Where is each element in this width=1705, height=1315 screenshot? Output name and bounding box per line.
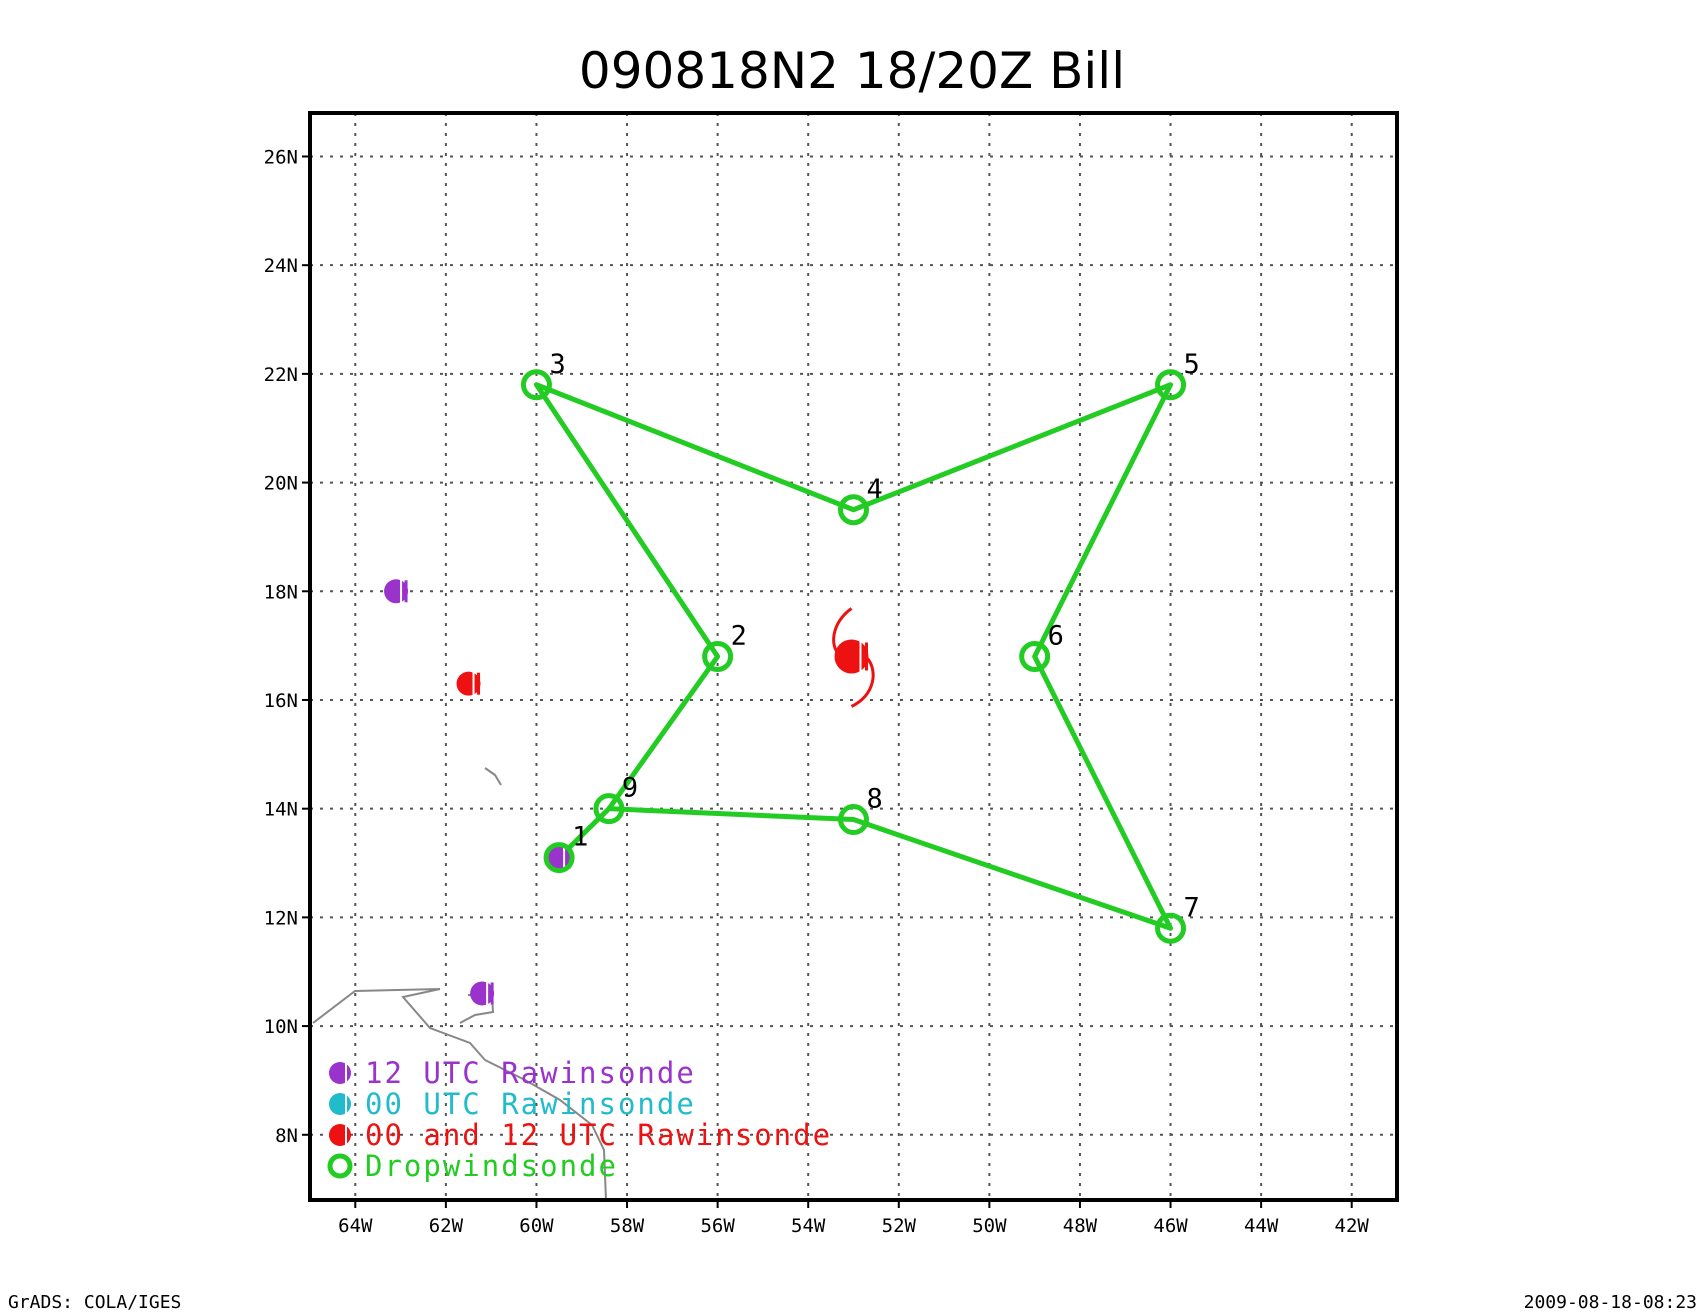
dropwindsonde-label: 2 [731, 621, 747, 652]
dropwindsonde-ring-icon [702, 641, 734, 672]
rawinsonde-dot-icon [329, 1093, 351, 1115]
dropwindsonde-label: 9 [622, 773, 638, 804]
tick-label-lat: 18N [264, 581, 298, 603]
flight-track-line [533, 382, 1174, 931]
dropwindsonde-label: 5 [1184, 349, 1200, 380]
dropwindsonde-marker: 1 [543, 822, 588, 874]
tick-label-lon: 60W [519, 1215, 554, 1237]
dropwindsonde-label: 8 [867, 784, 883, 815]
legend-label: Dropwindsonde [365, 1149, 618, 1183]
footer-right: 2009-08-18-08:23 [1524, 1292, 1697, 1313]
dropwindsonde-ring-icon [1155, 912, 1187, 944]
tick-label-lat: 8N [275, 1125, 298, 1147]
tick-label-lat: 10N [264, 1016, 298, 1038]
graticule [310, 113, 1397, 1200]
rawinsonde-marker [470, 980, 495, 1007]
tick-label-lon: 44W [1244, 1215, 1279, 1237]
dropwindsonde-ring-icon [1155, 369, 1187, 401]
tick-label-lon: 48W [1063, 1215, 1098, 1237]
dropwindsonde-ring-icon [327, 1153, 353, 1179]
coastline-barbados [484, 767, 502, 786]
tick-label-lat: 22N [264, 364, 298, 386]
dropwindsonde-markers: 1 2 3 4 5 6 7 8 9 [520, 349, 1200, 944]
legend-entry: 00 UTC Rawinsonde [329, 1087, 696, 1121]
rawinsonde-markers [384, 578, 572, 1007]
tick-label-lon: 56W [700, 1215, 735, 1237]
dropwindsonde-label: 4 [867, 474, 883, 505]
coastline-south-america [312, 988, 607, 1200]
tick-label-lon: 64W [338, 1215, 373, 1237]
tick-label-lon: 46W [1153, 1215, 1188, 1237]
legend-entry: 00 and 12 UTC Rawinsonde [329, 1118, 832, 1152]
hurricane-symbol-icon [832, 607, 875, 708]
dropwindsonde-ring-icon [1019, 641, 1051, 672]
rawinsonde-dot-icon [329, 1062, 351, 1084]
tick-label-lon: 62W [429, 1215, 464, 1237]
axis-ticks: 64W 62W 60W 58W 56W 54W 52W 50W 48W 46W 44W 42W8N10… [264, 146, 1370, 1237]
dropwindsonde-marker: 9 [593, 773, 638, 825]
dropwindsonde-marker: 2 [702, 621, 747, 672]
dropwindsonde-label: 6 [1048, 621, 1064, 652]
rawinsonde-marker [456, 670, 481, 697]
footer-left: GrADS: COLA/IGES [8, 1292, 181, 1313]
map-title: 090818N2 18/20Z Bill [579, 42, 1125, 100]
tick-label-lat: 24N [264, 255, 298, 277]
flight-track [533, 382, 1174, 931]
legend-entry: 12 UTC Rawinsonde [329, 1056, 696, 1090]
tick-label-lat: 20N [264, 473, 298, 495]
rawinsonde-marker [384, 578, 409, 605]
dropwindsonde-marker: 8 [838, 784, 883, 836]
dropwindsonde-ring-icon [543, 842, 575, 874]
tick-label-lat: 14N [264, 799, 298, 821]
dropwindsonde-label: 1 [572, 822, 588, 853]
tick-label-lon: 54W [791, 1215, 826, 1237]
legend-label: 00 UTC Rawinsonde [365, 1087, 696, 1121]
dropwindsonde-marker: 5 [1155, 349, 1200, 401]
dropwindsonde-ring-icon [838, 494, 869, 526]
tick-label-lat: 26N [264, 146, 298, 168]
legend-entry: Dropwindsonde [327, 1149, 618, 1183]
tick-label-lon: 52W [882, 1215, 917, 1237]
legend-label: 12 UTC Rawinsonde [365, 1056, 696, 1090]
dropwindsonde-ring-icon [520, 369, 552, 401]
tick-label-lat: 12N [264, 907, 298, 929]
tick-label-lon: 58W [610, 1215, 645, 1237]
dropwindsonde-ring-icon [838, 804, 869, 836]
dropwindsonde-label: 7 [1184, 892, 1200, 923]
dropwindsonde-label: 3 [549, 349, 565, 380]
dropwindsonde-marker: 4 [838, 474, 883, 526]
tick-label-lon: 50W [972, 1215, 1007, 1237]
tick-label-lat: 16N [264, 690, 298, 712]
rawinsonde-dot-icon [329, 1124, 351, 1146]
dropwindsonde-marker: 6 [1019, 621, 1064, 672]
tick-label-lon: 42W [1335, 1215, 1370, 1237]
legend-label: 00 and 12 UTC Rawinsonde [365, 1118, 832, 1152]
dropwindsonde-ring-icon [593, 793, 625, 825]
map-frame [308, 111, 1399, 1202]
dropwindsonde-marker: 7 [1155, 892, 1200, 944]
dropwindsonde-marker: 3 [520, 349, 566, 401]
